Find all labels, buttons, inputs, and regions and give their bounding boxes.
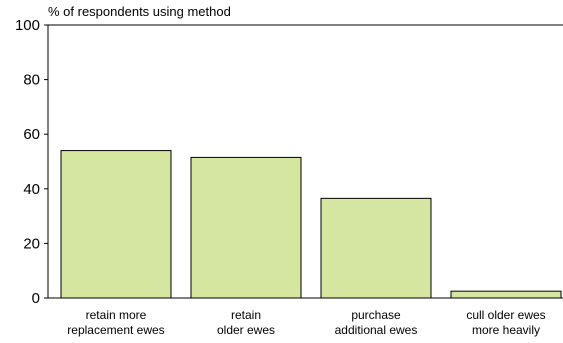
y-tick-label: 20 [23, 235, 40, 252]
y-tick-label: 100 [15, 17, 40, 34]
x-category-label: more heavily [472, 323, 540, 337]
bar [320, 197, 432, 299]
y-axis-ticks: 0 20 40 60 80 100 [15, 17, 48, 307]
bar [60, 150, 172, 299]
x-category-label: purchase [351, 308, 401, 322]
y-axis-label: % of respondents using method [48, 4, 231, 19]
y-tick-label: 40 [23, 181, 40, 198]
plot-area-frame [47, 24, 563, 299]
y-tick-label: 80 [23, 72, 40, 89]
x-category-label: cull older ewes [466, 308, 545, 322]
x-category-label: retain more [86, 308, 147, 322]
bars-group [60, 150, 562, 299]
bar [190, 156, 302, 299]
x-category-label: additional ewes [335, 323, 418, 337]
x-category-label: replacement ewes [67, 323, 164, 337]
y-tick-label: 60 [23, 126, 40, 143]
bar [450, 290, 562, 299]
x-category-label: older ewes [217, 323, 275, 337]
y-tick-label: 0 [32, 290, 40, 307]
x-category-label: retain [231, 308, 261, 322]
